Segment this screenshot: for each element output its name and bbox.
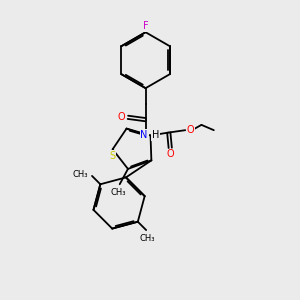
Text: H: H xyxy=(152,130,159,140)
Text: CH₃: CH₃ xyxy=(72,170,88,179)
Text: O: O xyxy=(166,149,174,159)
Text: F: F xyxy=(143,21,148,31)
Text: O: O xyxy=(187,125,194,135)
Text: O: O xyxy=(118,112,125,122)
Text: N: N xyxy=(140,130,148,140)
Text: CH₃: CH₃ xyxy=(140,235,155,244)
Text: CH₃: CH₃ xyxy=(110,188,126,197)
Text: S: S xyxy=(109,151,115,161)
